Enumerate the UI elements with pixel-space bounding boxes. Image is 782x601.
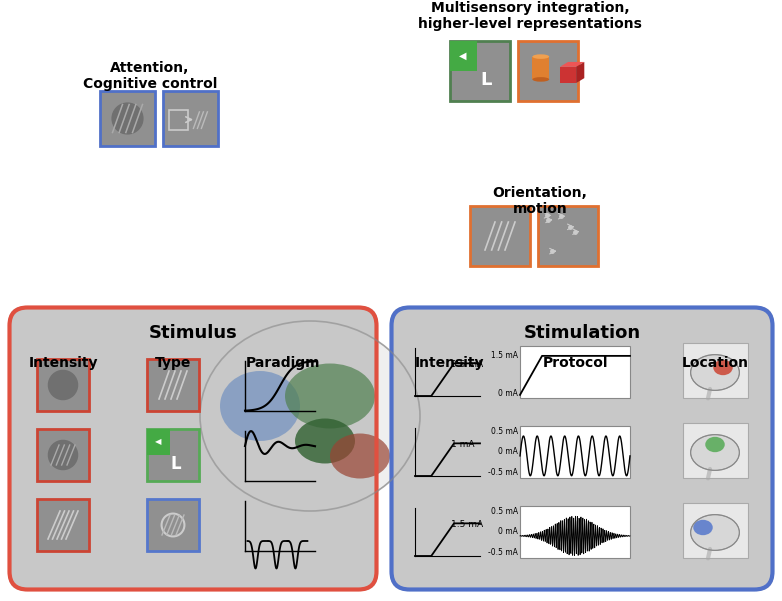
Bar <box>538 206 598 266</box>
Text: 1.5 mA: 1.5 mA <box>491 351 518 360</box>
Circle shape <box>48 441 77 469</box>
Bar <box>450 41 510 101</box>
Text: Orientation,
motion: Orientation, motion <box>493 186 587 216</box>
Text: Type: Type <box>155 356 191 370</box>
Bar <box>520 426 630 478</box>
Ellipse shape <box>694 520 712 535</box>
Bar <box>37 359 89 411</box>
Ellipse shape <box>285 364 375 429</box>
Bar <box>560 67 576 83</box>
Bar <box>520 506 630 558</box>
Text: Paradigm: Paradigm <box>246 356 321 370</box>
Bar <box>470 206 530 266</box>
Ellipse shape <box>220 371 300 441</box>
Ellipse shape <box>713 360 733 375</box>
Text: 1 mA: 1 mA <box>450 441 474 450</box>
Bar <box>37 499 89 551</box>
Text: ◀: ◀ <box>460 51 467 61</box>
Text: Multisensory integration,
higher-level representations: Multisensory integration, higher-level r… <box>418 1 642 31</box>
Text: 0.5 mA: 0.5 mA <box>450 361 482 369</box>
Bar <box>147 429 199 481</box>
Ellipse shape <box>705 437 725 452</box>
Text: L: L <box>170 455 181 473</box>
Circle shape <box>48 370 77 400</box>
Ellipse shape <box>691 514 739 551</box>
Text: 0 mA: 0 mA <box>498 389 518 398</box>
Bar <box>520 346 630 398</box>
Text: Stimulation: Stimulation <box>523 324 640 342</box>
Ellipse shape <box>533 54 549 59</box>
Ellipse shape <box>200 321 420 511</box>
Text: 1.5 mA: 1.5 mA <box>450 520 482 529</box>
Ellipse shape <box>295 418 355 463</box>
Text: Intensity: Intensity <box>415 356 485 370</box>
Text: Stimulus: Stimulus <box>149 324 238 342</box>
Text: Protocol: Protocol <box>542 356 608 370</box>
Text: -0.5 mA: -0.5 mA <box>488 468 518 477</box>
Bar <box>147 499 199 551</box>
FancyBboxPatch shape <box>8 306 378 591</box>
Bar <box>169 110 188 129</box>
Text: 0.5 mA: 0.5 mA <box>491 507 518 516</box>
Bar <box>147 359 199 411</box>
Text: Location: Location <box>681 356 748 370</box>
Ellipse shape <box>533 77 549 82</box>
Text: Attention,
Cognitive control: Attention, Cognitive control <box>83 61 217 91</box>
Bar <box>683 503 748 558</box>
Bar <box>518 41 578 101</box>
Polygon shape <box>560 62 584 67</box>
Text: -0.5 mA: -0.5 mA <box>488 548 518 557</box>
Text: Intensity: Intensity <box>28 356 98 370</box>
Text: 0 mA: 0 mA <box>498 448 518 457</box>
Bar <box>100 91 155 146</box>
Circle shape <box>112 103 143 134</box>
Bar <box>683 423 748 478</box>
Polygon shape <box>576 62 584 83</box>
Bar <box>37 429 89 481</box>
Text: 0 mA: 0 mA <box>498 528 518 537</box>
Text: L: L <box>480 71 492 89</box>
Bar <box>450 41 477 71</box>
Bar <box>163 91 218 146</box>
Ellipse shape <box>691 355 739 391</box>
Ellipse shape <box>691 435 739 471</box>
Bar <box>147 429 170 455</box>
FancyBboxPatch shape <box>390 306 774 591</box>
Text: 0.5 mA: 0.5 mA <box>491 427 518 436</box>
Text: ◀: ◀ <box>155 438 162 447</box>
Bar <box>533 56 549 79</box>
Bar <box>683 343 748 398</box>
Ellipse shape <box>330 433 390 478</box>
